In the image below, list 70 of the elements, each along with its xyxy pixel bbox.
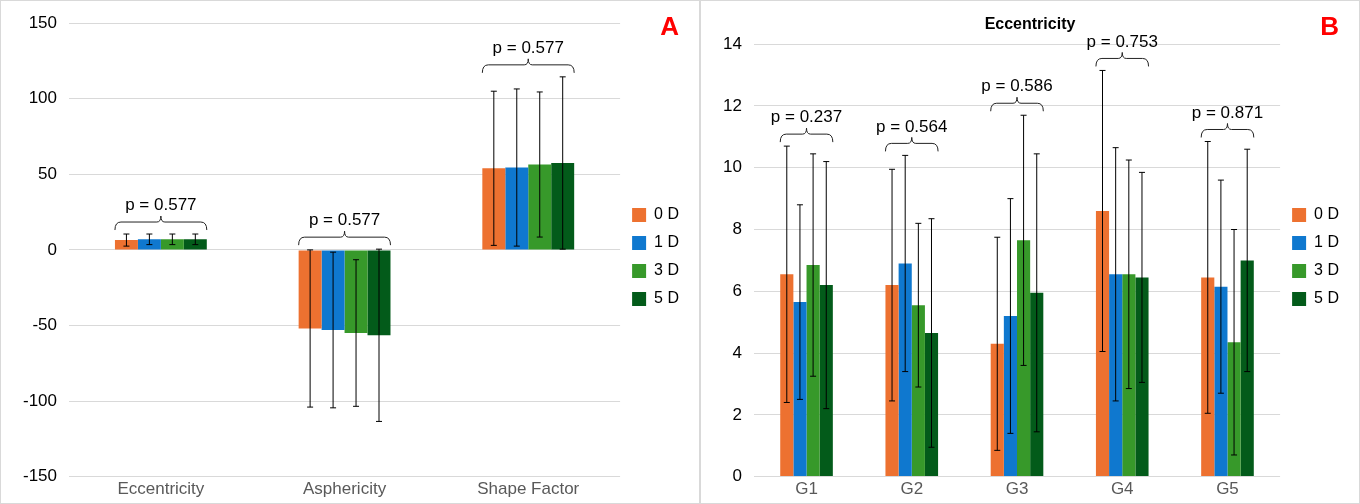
annotation: p = 0.577 [492, 38, 564, 58]
x-tick-label: G2 [900, 479, 924, 499]
x-tick-label: G1 [795, 479, 818, 499]
annotation: p = 0.564 [876, 116, 948, 136]
annotation: p = 0.577 [125, 195, 197, 215]
legend-label: 5 D [654, 289, 680, 307]
y-tick-label: -50 [32, 315, 58, 335]
annotation: p = 0.577 [308, 210, 381, 230]
bar [990, 343, 1004, 477]
y-tick-label: 0 [47, 239, 58, 259]
y-tick-label: 6 [732, 280, 742, 300]
bar [1135, 277, 1149, 477]
legend-label: 1 D [1314, 233, 1340, 251]
bar [1109, 274, 1123, 477]
bar [1122, 274, 1136, 477]
annotation: p = 0.237 [770, 107, 843, 127]
annotation: p = 0.586 [981, 76, 1053, 96]
y-tick-label: 4 [732, 342, 742, 362]
y-tick-label: 50 [38, 164, 58, 184]
bar [528, 164, 552, 250]
bar [1017, 240, 1031, 477]
bar [1201, 277, 1215, 477]
legend-label: 1 D [654, 233, 680, 251]
bar [344, 250, 368, 334]
x-tick-label: G5 [1216, 479, 1239, 499]
y-tick-label: 10 [722, 157, 742, 177]
legend-label: 3 D [1314, 261, 1340, 279]
y-tick-label: 8 [732, 219, 742, 239]
legend-label: 5 D [1314, 289, 1340, 307]
bar [298, 250, 322, 329]
x-tick-label: G4 [1110, 479, 1134, 499]
legend-label: 0 D [1314, 205, 1340, 223]
x-tick-label: Eccentricity [117, 479, 205, 499]
bar [137, 239, 161, 250]
x-tick-label: Shape Factor [477, 479, 580, 499]
y-tick-label: -150 [22, 466, 58, 486]
bar [1030, 292, 1044, 477]
bar [806, 265, 820, 477]
annotation: p = 0.753 [1086, 31, 1158, 51]
bar [1214, 286, 1228, 477]
y-tick-label: 150 [28, 12, 58, 32]
y-tick-label: 100 [28, 88, 58, 108]
x-tick-label: G3 [1005, 479, 1029, 499]
bar [898, 263, 912, 477]
y-tick-label: 12 [722, 95, 742, 115]
bar [911, 305, 925, 477]
bar [183, 239, 207, 250]
bar [482, 168, 506, 250]
bar [160, 239, 184, 250]
text: B [1320, 11, 1339, 42]
bar [1240, 260, 1254, 477]
text: A [660, 11, 680, 42]
bar [819, 285, 833, 477]
bar [780, 274, 794, 477]
bar [793, 302, 807, 477]
y-tick-label: 14 [722, 33, 742, 53]
bar [1003, 315, 1018, 477]
legend-label: 3 D [654, 261, 680, 279]
chart-title: Eccentricity [984, 15, 1076, 33]
y-tick-label: 2 [732, 404, 742, 424]
bar [505, 167, 529, 250]
y-tick-label: -100 [22, 390, 58, 410]
legend-label: 0 D [654, 205, 680, 223]
annotation: p = 0.871 [1191, 102, 1264, 122]
bar [885, 285, 899, 477]
x-tick-label: Asphericity [302, 479, 387, 499]
y-tick-label: 0 [732, 466, 742, 486]
bar [321, 250, 345, 330]
bar [1095, 210, 1110, 477]
bar [551, 163, 575, 250]
